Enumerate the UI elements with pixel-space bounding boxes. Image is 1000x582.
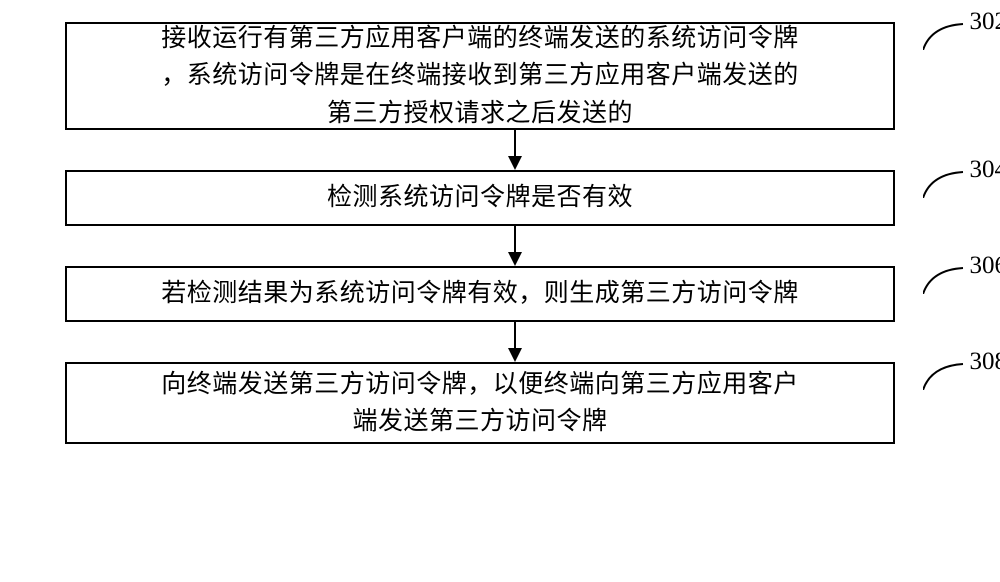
step-text-line: 第三方授权请求之后发送的	[327, 95, 633, 133]
flowchart: 302 接收运行有第三方应用客户端的终端发送的系统访问令牌 ，系统访问令牌是在终…	[65, 22, 965, 444]
step-302: 302 接收运行有第三方应用客户端的终端发送的系统访问令牌 ，系统访问令牌是在终…	[65, 22, 965, 130]
step-label: 304	[970, 156, 1000, 184]
connector-curve	[923, 360, 967, 390]
step-308: 308 向终端发送第三方访问令牌，以便终端向第三方应用客户 端发送第三方访问令牌	[65, 362, 965, 444]
step-text-line: 接收运行有第三方应用客户端的终端发送的系统访问令牌	[161, 20, 799, 58]
step-text-line: 若检测结果为系统访问令牌有效，则生成第三方访问令牌	[161, 275, 799, 313]
arrow	[65, 322, 965, 362]
step-box: 检测系统访问令牌是否有效	[65, 170, 895, 226]
step-label: 308	[970, 348, 1000, 376]
connector-curve	[923, 20, 967, 50]
step-label: 306	[970, 252, 1000, 280]
step-box: 接收运行有第三方应用客户端的终端发送的系统访问令牌 ，系统访问令牌是在终端接收到…	[65, 22, 895, 130]
step-text-line: 向终端发送第三方访问令牌，以便终端向第三方应用客户	[161, 366, 799, 404]
arrow	[65, 226, 965, 266]
step-label: 302	[970, 8, 1000, 36]
step-304: 304 检测系统访问令牌是否有效	[65, 170, 965, 226]
step-text-line: 检测系统访问令牌是否有效	[327, 179, 633, 217]
connector-curve	[923, 264, 967, 294]
step-text-line: ，系统访问令牌是在终端接收到第三方应用客户端发送的	[161, 57, 799, 95]
step-306: 306 若检测结果为系统访问令牌有效，则生成第三方访问令牌	[65, 266, 965, 322]
step-box: 向终端发送第三方访问令牌，以便终端向第三方应用客户 端发送第三方访问令牌	[65, 362, 895, 444]
arrow	[65, 130, 965, 170]
step-text-line: 端发送第三方访问令牌	[352, 403, 607, 441]
connector-curve	[923, 168, 967, 198]
step-box: 若检测结果为系统访问令牌有效，则生成第三方访问令牌	[65, 266, 895, 322]
